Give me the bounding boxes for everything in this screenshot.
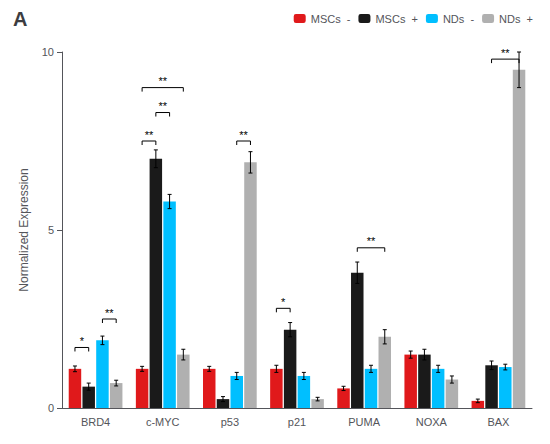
svg-text:Normalized Expression: Normalized Expression — [17, 168, 31, 291]
svg-text:BRD4: BRD4 — [81, 416, 110, 428]
svg-text:0: 0 — [48, 402, 54, 414]
svg-text:MSCs +: MSCs + — [375, 13, 417, 25]
svg-text:10: 10 — [42, 46, 54, 58]
svg-text:c-MYC: c-MYC — [146, 416, 180, 428]
svg-text:**: ** — [501, 47, 510, 59]
svg-text:**: ** — [145, 129, 154, 141]
svg-text:PUMA: PUMA — [348, 416, 380, 428]
svg-text:**: ** — [158, 100, 167, 112]
svg-text:BAX: BAX — [487, 416, 510, 428]
svg-text:**: ** — [367, 235, 376, 247]
svg-text:A: A — [13, 8, 27, 30]
svg-text:MSCs -: MSCs - — [311, 13, 351, 25]
svg-text:**: ** — [158, 75, 167, 87]
svg-text:*: * — [80, 335, 85, 347]
svg-text:**: ** — [105, 307, 114, 319]
svg-text:p21: p21 — [288, 416, 306, 428]
svg-text:p53: p53 — [221, 416, 239, 428]
svg-text:NDs -: NDs - — [443, 13, 475, 25]
svg-text:NDs +: NDs + — [499, 13, 533, 25]
svg-text:**: ** — [239, 129, 248, 141]
svg-text:5: 5 — [48, 224, 54, 236]
svg-text:*: * — [281, 296, 286, 308]
svg-text:NOXA: NOXA — [416, 416, 448, 428]
